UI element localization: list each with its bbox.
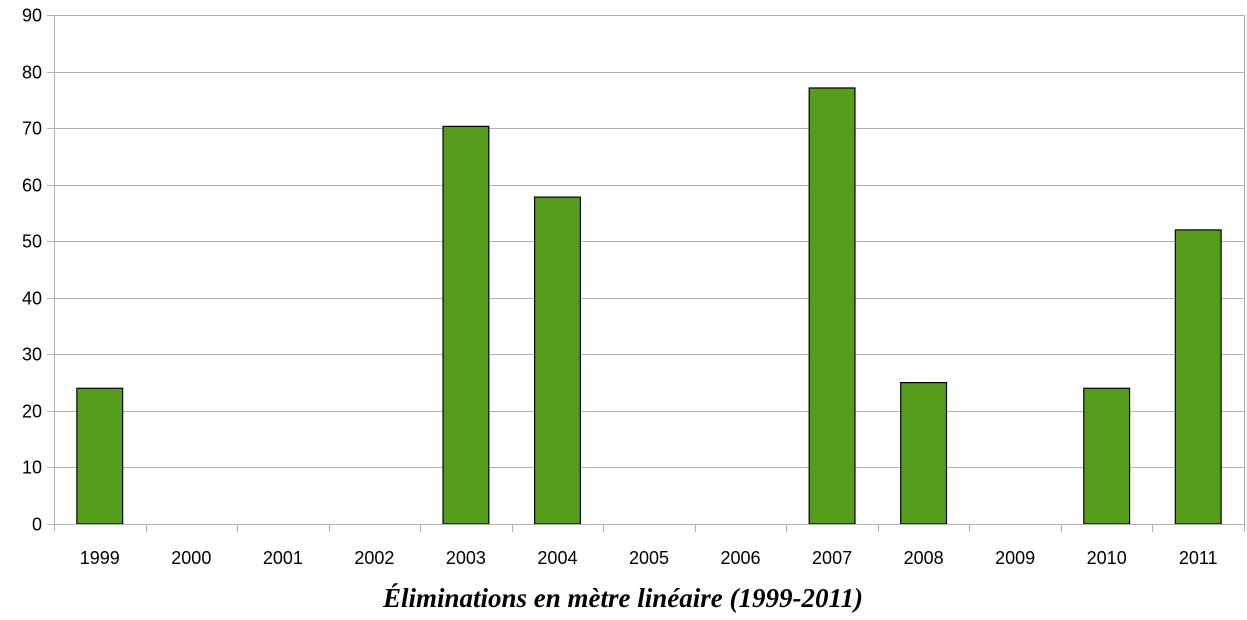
bars	[76, 87, 1222, 525]
y-tick-label: 20	[22, 402, 42, 422]
x-tick-label: 2005	[629, 548, 669, 568]
bar-1999	[76, 387, 124, 525]
chart-title: Éliminations en mètre linéaire (1999-201…	[382, 583, 863, 613]
bar-2010	[1083, 387, 1131, 525]
y-tick-label: 30	[22, 345, 42, 365]
axes	[47, 15, 1245, 532]
x-tick-labels: 1999 2000 2001 2002 2003 2004 2005 2006 2007 2008…	[80, 548, 1218, 568]
x-tick-label: 2003	[446, 548, 486, 568]
x-tick-label: 2008	[904, 548, 944, 568]
x-tick-label: 1999	[80, 548, 120, 568]
bar-2008	[900, 382, 948, 525]
y-tick-label: 80	[22, 63, 42, 83]
bar-2003	[442, 125, 490, 525]
bar-2011	[1174, 229, 1222, 525]
x-tick-label: 2001	[263, 548, 303, 568]
bar-2007	[808, 87, 856, 525]
x-tick-label: 2010	[1087, 548, 1127, 568]
y-tick-label: 40	[22, 289, 42, 309]
y-tick-label: 10	[22, 458, 42, 478]
x-tick-label: 2009	[995, 548, 1035, 568]
x-tick-label: 2004	[537, 548, 577, 568]
y-tick-label: 60	[22, 176, 42, 196]
x-tick-label: 2007	[812, 548, 852, 568]
y-tick-label: 90	[22, 6, 42, 26]
x-tick-label: 2002	[354, 548, 394, 568]
x-tick-label: 2011	[1179, 548, 1218, 568]
y-tick-label: 50	[22, 232, 42, 252]
y-tick-label: 0	[32, 515, 42, 535]
y-tick-labels: 0 10 20 30 40 50 60 70 80 90	[22, 6, 42, 535]
gridlines	[47, 15, 1244, 525]
y-tick-label: 70	[22, 119, 42, 139]
bar-2004	[533, 196, 581, 525]
x-tick-label: 2006	[721, 548, 761, 568]
x-tick-label: 2000	[171, 548, 211, 568]
